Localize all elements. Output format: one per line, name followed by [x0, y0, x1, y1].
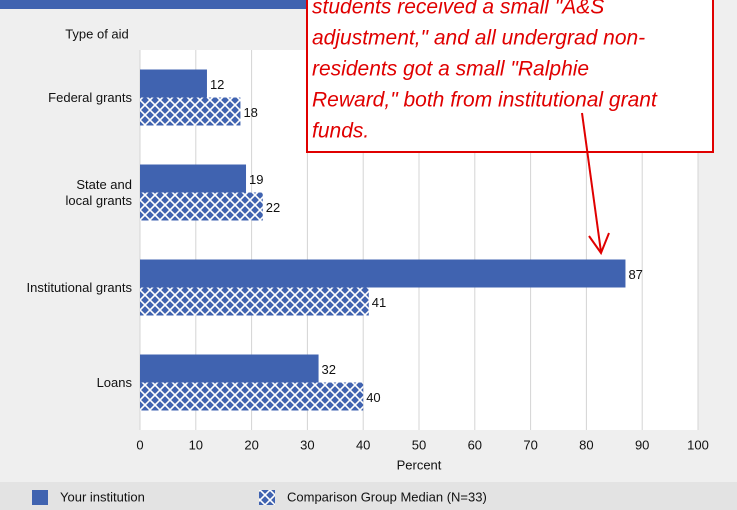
bar [140, 287, 369, 316]
data-label: 22 [266, 200, 280, 215]
bar [140, 69, 207, 98]
annotation-line: students received a small "A&S [312, 0, 604, 19]
x-tick-label: 100 [687, 437, 709, 452]
legend-swatch [32, 490, 48, 505]
data-label: 32 [322, 362, 336, 377]
y-tick-label: Loans [96, 374, 132, 390]
data-label: 40 [366, 390, 380, 405]
bar [140, 354, 319, 383]
annotation-line: residents got a small "Ralphie [312, 58, 589, 81]
data-label: 18 [243, 105, 257, 120]
annotation-line: funds. [312, 120, 369, 143]
x-tick-label: 60 [468, 437, 482, 452]
legend-band [0, 482, 737, 510]
data-label: 87 [628, 267, 642, 282]
y-axis-title: Type of aid [65, 26, 129, 41]
bar [140, 259, 626, 288]
x-axis-title: Percent [397, 457, 442, 472]
data-label: 12 [210, 77, 224, 92]
legend-label: Your institution [60, 489, 145, 504]
y-tick-label: State and local grants [65, 176, 132, 208]
annotation-arrow [581, 112, 602, 253]
data-label: 41 [372, 295, 386, 310]
bar [140, 97, 241, 126]
legend-swatch [259, 490, 275, 505]
arrow-head [588, 232, 610, 256]
annotation-box [306, 0, 714, 153]
x-tick-label: 40 [356, 437, 370, 452]
x-tick-label: 70 [523, 437, 537, 452]
x-tick-label: 50 [412, 437, 426, 452]
data-label: 19 [249, 172, 263, 187]
annotation-line: Reward," both from institutional grant [312, 89, 658, 112]
x-tick-label: 90 [635, 437, 649, 452]
x-tick-label: 30 [300, 437, 314, 452]
bar [140, 192, 263, 221]
y-tick-label: Institutional grants [26, 279, 132, 295]
header-strip [0, 0, 310, 9]
y-tick-label: Federal grants [48, 89, 132, 105]
bar [140, 382, 364, 411]
x-tick-label: 20 [244, 437, 258, 452]
bar [140, 164, 247, 193]
annotation-line: adjustment," and all undergrad non- [312, 27, 645, 50]
x-tick-label: 10 [189, 437, 203, 452]
x-tick-label: 0 [136, 437, 143, 452]
legend-label: Comparison Group Median (N=33) [287, 489, 487, 504]
x-tick-label: 80 [579, 437, 593, 452]
